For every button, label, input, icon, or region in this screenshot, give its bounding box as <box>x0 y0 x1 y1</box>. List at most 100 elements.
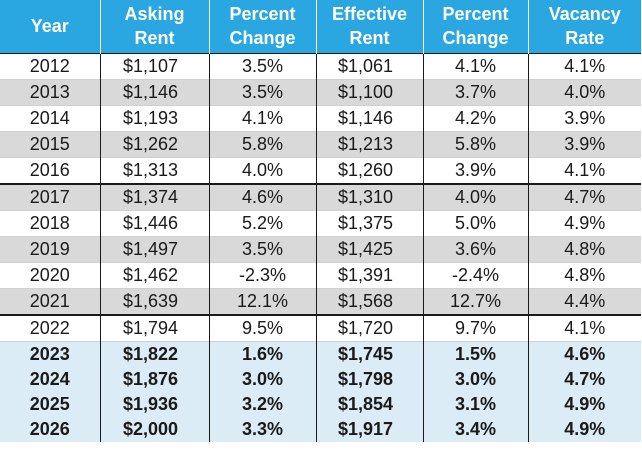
header-effective-rent-line2: Rent <box>349 28 390 49</box>
cell-pct-change-effective: 4.2% <box>423 105 529 131</box>
cell-pct-change-effective: 3.6% <box>423 236 529 262</box>
cell-effective-rent: $1,310 <box>316 182 424 210</box>
header-year: Year <box>0 0 101 53</box>
cell-asking-rent: $1,446 <box>100 210 210 236</box>
table-row: 2020 $1,462 -2.3% $1,391 -2.4% 4.8% <box>0 262 641 288</box>
header-pct1-line1: Percent <box>229 4 296 25</box>
table-row-forecast: 2024 $1,876 3.0% $1,798 3.0% 4.7% <box>0 366 641 392</box>
cell-pct-change-asking: 5.2% <box>209 210 317 236</box>
cell-effective-rent: $1,798 <box>316 366 424 392</box>
cell-pct-change-asking: 4.1% <box>209 105 317 131</box>
cell-vacancy-rate: 3.9% <box>528 131 641 157</box>
cell-asking-rent: $2,000 <box>100 416 210 442</box>
header-pct2-line1: Percent <box>442 4 509 25</box>
table-row: 2013 $1,146 3.5% $1,100 3.7% 4.0% <box>0 79 641 105</box>
header-asking-rent-line2: Rent <box>134 28 175 49</box>
cell-pct-change-effective: 3.9% <box>423 157 529 184</box>
cell-vacancy-rate: 4.9% <box>528 391 641 417</box>
cell-pct-change-effective: 3.1% <box>423 391 529 417</box>
cell-vacancy-rate: 4.9% <box>528 210 641 236</box>
header-year-label: Year <box>30 16 69 37</box>
table-row: 2022 $1,794 9.5% $1,720 9.7% 4.1% <box>0 314 641 341</box>
cell-pct-change-asking: 12.1% <box>209 288 317 316</box>
cell-effective-rent: $1,391 <box>316 262 424 288</box>
cell-vacancy-rate: 4.7% <box>528 366 641 392</box>
table-body: 2012 $1,107 3.5% $1,061 4.1% 4.1% 2013 $… <box>0 52 641 442</box>
cell-vacancy-rate: 4.9% <box>528 416 641 442</box>
cell-vacancy-rate: 4.1% <box>528 157 641 184</box>
cell-pct-change-effective: 1.5% <box>423 341 529 367</box>
cell-pct-change-effective: 12.7% <box>423 288 529 316</box>
cell-vacancy-rate: 4.1% <box>528 314 641 341</box>
header-effective-rent: Effective Rent <box>316 0 424 53</box>
cell-effective-rent: $1,375 <box>316 210 424 236</box>
cell-effective-rent: $1,146 <box>316 105 424 131</box>
cell-pct-change-asking: 3.5% <box>209 52 317 79</box>
cell-vacancy-rate: 4.6% <box>528 341 641 367</box>
table-row-forecast: 2025 $1,936 3.2% $1,854 3.1% 4.9% <box>0 391 641 417</box>
header-percent-change-asking: Percent Change <box>209 0 317 53</box>
cell-pct-change-asking: 3.0% <box>209 366 317 392</box>
header-asking-rent: Asking Rent <box>100 0 210 53</box>
cell-pct-change-effective: -2.4% <box>423 262 529 288</box>
cell-year: 2013 <box>0 79 101 105</box>
cell-vacancy-rate: 4.4% <box>528 288 641 316</box>
cell-year: 2021 <box>0 288 101 316</box>
cell-vacancy-rate: 4.0% <box>528 79 641 105</box>
header-vacancy-line1: Vacancy <box>548 4 621 25</box>
header-vacancy-rate: Vacancy Rate <box>528 0 641 53</box>
cell-effective-rent: $1,854 <box>316 391 424 417</box>
table-row: 2015 $1,262 5.8% $1,213 5.8% 3.9% <box>0 131 641 157</box>
cell-year: 2024 <box>0 366 101 392</box>
cell-pct-change-effective: 4.0% <box>423 182 529 210</box>
cell-vacancy-rate: 4.1% <box>528 52 641 79</box>
table-row: 2014 $1,193 4.1% $1,146 4.2% 3.9% <box>0 105 641 131</box>
cell-year: 2026 <box>0 416 101 442</box>
table-row: 2018 $1,446 5.2% $1,375 5.0% 4.9% <box>0 210 641 236</box>
cell-pct-change-asking: 9.5% <box>209 314 317 341</box>
cell-year: 2012 <box>0 52 101 79</box>
cell-effective-rent: $1,425 <box>316 236 424 262</box>
table-row-forecast: 2023 $1,822 1.6% $1,745 1.5% 4.6% <box>0 341 641 367</box>
cell-pct-change-effective: 9.7% <box>423 314 529 341</box>
cell-pct-change-asking: 3.2% <box>209 391 317 417</box>
cell-pct-change-effective: 5.0% <box>423 210 529 236</box>
cell-pct-change-asking: 4.0% <box>209 157 317 184</box>
cell-effective-rent: $1,568 <box>316 288 424 316</box>
cell-effective-rent: $1,061 <box>316 52 424 79</box>
cell-effective-rent: $1,917 <box>316 416 424 442</box>
header-vacancy-line2: Rate <box>565 28 605 49</box>
header-pct1-line2: Change <box>229 28 296 49</box>
cell-pct-change-effective: 5.8% <box>423 131 529 157</box>
cell-effective-rent: $1,260 <box>316 157 424 184</box>
cell-asking-rent: $1,794 <box>100 314 210 341</box>
cell-effective-rent: $1,745 <box>316 341 424 367</box>
cell-asking-rent: $1,936 <box>100 391 210 417</box>
cell-pct-change-asking: 5.8% <box>209 131 317 157</box>
cell-asking-rent: $1,497 <box>100 236 210 262</box>
header-effective-rent-line1: Effective <box>331 4 408 25</box>
header-percent-change-effective: Percent Change <box>423 0 529 53</box>
cell-vacancy-rate: 4.7% <box>528 182 641 210</box>
cell-asking-rent: $1,462 <box>100 262 210 288</box>
cell-effective-rent: $1,720 <box>316 314 424 341</box>
header-asking-rent-line1: Asking <box>124 4 185 25</box>
cell-asking-rent: $1,639 <box>100 288 210 316</box>
header-pct2-line2: Change <box>442 28 509 49</box>
cell-pct-change-asking: 3.3% <box>209 416 317 442</box>
table-row: 2016 $1,313 4.0% $1,260 3.9% 4.1% <box>0 157 641 184</box>
cell-pct-change-asking: 3.5% <box>209 236 317 262</box>
cell-vacancy-rate: 4.8% <box>528 262 641 288</box>
cell-year: 2025 <box>0 391 101 417</box>
cell-pct-change-effective: 3.7% <box>423 79 529 105</box>
cell-pct-change-asking: 1.6% <box>209 341 317 367</box>
header-row: Year Asking Rent Percent Change Effectiv… <box>0 0 641 53</box>
cell-effective-rent: $1,213 <box>316 131 424 157</box>
cell-asking-rent: $1,193 <box>100 105 210 131</box>
cell-year: 2018 <box>0 210 101 236</box>
cell-year: 2023 <box>0 341 101 367</box>
cell-year: 2015 <box>0 131 101 157</box>
cell-asking-rent: $1,822 <box>100 341 210 367</box>
cell-vacancy-rate: 3.9% <box>528 105 641 131</box>
